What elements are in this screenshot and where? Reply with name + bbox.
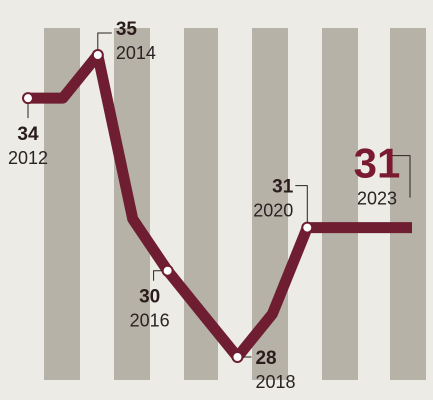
data-point-2016: [161, 264, 174, 277]
value-label-2018: 28: [255, 348, 276, 369]
leader-line-2023: [390, 155, 411, 198]
background-band-5: [390, 28, 426, 380]
value-label-2016: 30: [139, 287, 160, 308]
year-label-2023: 2023: [357, 189, 397, 209]
data-point-2012: [22, 92, 34, 105]
value-label-2023: 31: [354, 140, 401, 187]
leader-line-2020: [295, 185, 308, 228]
data-point-2014: [91, 49, 104, 61]
year-label-2020: 2020: [253, 201, 293, 221]
series-line: [28, 49, 412, 363]
value-label-2020: 31: [272, 177, 294, 198]
leader-line-2014: [97, 32, 112, 55]
year-label-2014: 2014: [116, 43, 156, 63]
value-label-2014: 35: [116, 19, 138, 40]
value-label-2012: 34: [17, 124, 39, 145]
data-point-2020: [301, 221, 314, 234]
year-label-2018: 2018: [255, 372, 295, 392]
background-band-4: [322, 28, 358, 380]
data-point-2018: [231, 351, 244, 363]
year-label-2016: 2016: [130, 311, 170, 331]
year-label-2012: 2012: [8, 148, 48, 168]
